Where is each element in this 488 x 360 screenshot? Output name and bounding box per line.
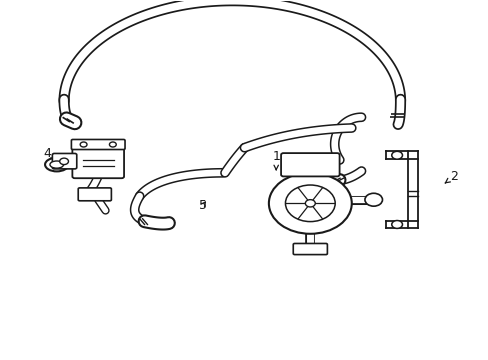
Ellipse shape <box>50 161 63 168</box>
FancyBboxPatch shape <box>293 243 327 255</box>
Text: 2: 2 <box>444 170 457 183</box>
Circle shape <box>305 200 315 207</box>
Text: 3: 3 <box>116 147 124 159</box>
Text: 4: 4 <box>43 147 56 159</box>
Text: 1: 1 <box>272 150 280 170</box>
Circle shape <box>391 221 402 228</box>
Circle shape <box>109 142 116 147</box>
Circle shape <box>285 185 334 222</box>
FancyBboxPatch shape <box>52 153 77 169</box>
FancyBboxPatch shape <box>71 139 125 149</box>
Circle shape <box>391 151 402 159</box>
FancyBboxPatch shape <box>78 188 111 201</box>
FancyBboxPatch shape <box>281 153 339 176</box>
Circle shape <box>60 158 68 165</box>
Text: 5: 5 <box>199 199 206 212</box>
Circle shape <box>80 142 87 147</box>
FancyBboxPatch shape <box>72 145 124 178</box>
Circle shape <box>268 173 351 234</box>
Circle shape <box>364 193 382 206</box>
